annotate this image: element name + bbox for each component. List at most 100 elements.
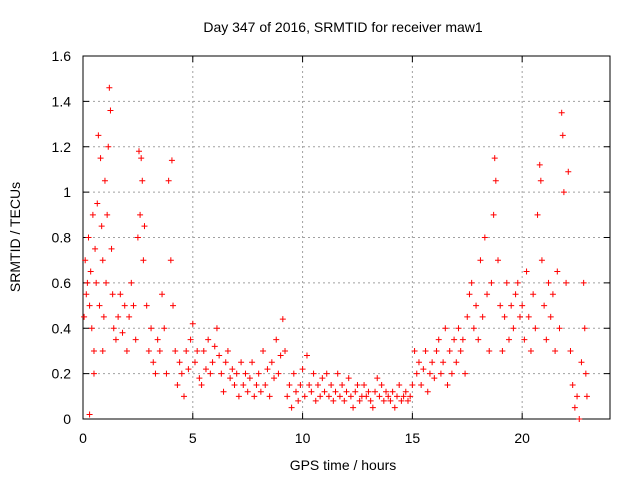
data-point — [538, 257, 545, 264]
data-point — [89, 211, 96, 218]
data-point — [391, 404, 398, 411]
data-point — [536, 161, 543, 168]
data-point — [334, 370, 341, 377]
y-tick-label: 1.2 — [52, 139, 72, 155]
data-point — [301, 393, 308, 400]
data-point — [107, 107, 114, 114]
data-point — [282, 347, 289, 354]
data-point — [165, 177, 172, 184]
y-tick-labels: 0 0.2 0.4 0.6 0.8 1 1.2 1.4 1.6 — [52, 48, 72, 427]
data-point — [99, 347, 106, 354]
data-point — [576, 416, 583, 422]
data-point — [242, 370, 249, 377]
data-point — [323, 370, 330, 377]
data-point — [174, 381, 181, 388]
data-point — [477, 257, 484, 264]
data-point — [389, 388, 396, 395]
data-point — [354, 381, 361, 388]
data-point — [558, 109, 565, 116]
data-point — [198, 381, 205, 388]
data-point — [361, 381, 368, 388]
data-point — [418, 381, 425, 388]
y-tick-label: 1.4 — [52, 93, 72, 109]
data-point — [581, 325, 588, 332]
data-point — [126, 313, 133, 320]
data-point — [235, 393, 242, 400]
data-point — [312, 397, 319, 404]
data-point — [422, 347, 429, 354]
data-point — [409, 381, 416, 388]
data-point — [547, 313, 554, 320]
data-point — [271, 375, 278, 382]
data-point — [209, 359, 216, 366]
data-point — [317, 393, 324, 400]
data-point — [109, 291, 116, 298]
data-point — [211, 343, 218, 350]
data-point — [481, 234, 488, 241]
data-point — [435, 336, 442, 343]
data-point — [202, 366, 209, 373]
data-point — [385, 393, 392, 400]
data-point — [569, 381, 576, 388]
data-point — [181, 393, 188, 400]
data-point — [339, 381, 346, 388]
data-point — [82, 257, 89, 264]
data-point — [103, 279, 110, 286]
data-point — [132, 336, 139, 343]
data-point — [321, 388, 328, 395]
data-point — [123, 347, 130, 354]
data-point — [167, 257, 174, 264]
data-point — [240, 381, 247, 388]
data-point — [545, 279, 552, 286]
data-point — [440, 359, 447, 366]
data-point — [521, 336, 528, 343]
data-point — [112, 336, 119, 343]
data-point — [424, 388, 431, 395]
data-point — [152, 370, 159, 377]
grid-lines — [83, 56, 610, 419]
data-point — [433, 347, 440, 354]
data-point — [220, 388, 227, 395]
data-point — [332, 388, 339, 395]
data-point — [98, 223, 105, 230]
data-point — [347, 393, 354, 400]
axis-ticks — [82, 55, 610, 420]
data-point — [238, 359, 245, 366]
data-point — [356, 397, 363, 404]
data-point — [84, 279, 91, 286]
data-point — [527, 347, 534, 354]
x-tick-label: 15 — [405, 430, 421, 446]
data-point — [510, 325, 517, 332]
data-point — [94, 200, 101, 207]
data-point — [145, 347, 152, 354]
data-point — [187, 336, 194, 343]
data-point — [394, 393, 401, 400]
data-point — [117, 291, 124, 298]
data-point — [96, 302, 103, 309]
data-point — [246, 375, 253, 382]
data-point — [444, 381, 451, 388]
data-point — [328, 381, 335, 388]
data-point — [119, 329, 126, 336]
data-point — [257, 388, 264, 395]
data-point — [130, 302, 137, 309]
y-axis-label: SRMTID / TECUs — [7, 182, 23, 292]
data-point — [104, 211, 111, 218]
data-point — [396, 381, 403, 388]
data-point — [534, 211, 541, 218]
data-point — [431, 375, 438, 382]
data-point — [183, 347, 190, 354]
data-point — [154, 336, 161, 343]
data-point — [135, 148, 142, 155]
data-point — [563, 279, 570, 286]
data-point — [554, 268, 561, 275]
data-point — [108, 245, 115, 252]
data-point — [374, 375, 381, 382]
data-point — [552, 347, 559, 354]
data-point — [277, 352, 284, 359]
data-point — [583, 393, 590, 400]
data-point — [503, 279, 510, 286]
data-point — [514, 279, 521, 286]
data-point — [426, 370, 433, 377]
data-point — [81, 313, 88, 320]
